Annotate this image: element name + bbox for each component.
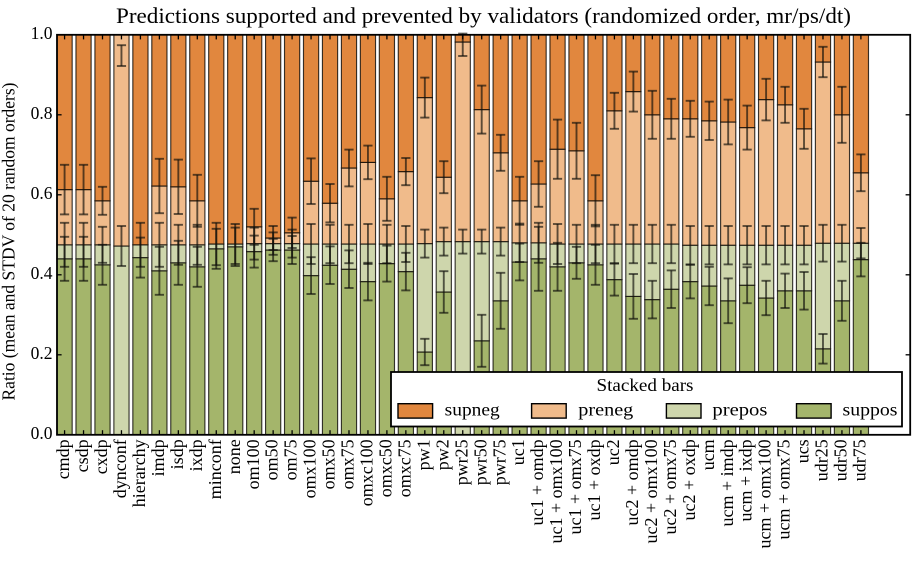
svg-text:Stacked bars: Stacked bars bbox=[597, 375, 694, 395]
svg-text:uc1 + omx100: uc1 + omx100 bbox=[546, 439, 566, 543]
svg-text:ixdp: ixdp bbox=[186, 439, 206, 471]
svg-text:uc1 + omdp: uc1 + omdp bbox=[527, 439, 547, 525]
svg-text:0.6: 0.6 bbox=[31, 183, 53, 203]
svg-text:imdp: imdp bbox=[148, 439, 168, 476]
svg-text:pwr25: pwr25 bbox=[451, 439, 471, 485]
svg-text:udr25: udr25 bbox=[812, 439, 832, 481]
svg-text:ucm + ixdp: ucm + ixdp bbox=[736, 439, 756, 521]
svg-text:pw2: pw2 bbox=[432, 439, 452, 470]
svg-text:uc2 + omdp: uc2 + omdp bbox=[622, 439, 642, 525]
svg-text:omx75: omx75 bbox=[338, 439, 358, 489]
svg-text:ucm + imdp: ucm + imdp bbox=[717, 439, 737, 526]
svg-text:uc2 + omx100: uc2 + omx100 bbox=[641, 439, 661, 543]
svg-text:pw1: pw1 bbox=[413, 439, 433, 470]
svg-text:uc1 + oxdp: uc1 + oxdp bbox=[584, 439, 604, 520]
svg-text:prepos: prepos bbox=[712, 400, 767, 420]
svg-text:none: none bbox=[224, 439, 244, 474]
svg-text:omxc75: omxc75 bbox=[394, 439, 414, 497]
svg-text:minconf: minconf bbox=[205, 439, 225, 499]
svg-text:isdp: isdp bbox=[167, 439, 187, 469]
svg-text:udr50: udr50 bbox=[831, 439, 851, 481]
svg-text:uc2: uc2 bbox=[603, 439, 623, 465]
svg-text:uc1 + omx75: uc1 + omx75 bbox=[565, 439, 585, 534]
svg-text:ucm + omx75: ucm + omx75 bbox=[774, 439, 794, 539]
svg-text:0.8: 0.8 bbox=[31, 103, 53, 123]
svg-text:csdp: csdp bbox=[72, 439, 92, 472]
svg-text:0.4: 0.4 bbox=[31, 263, 53, 283]
svg-text:hierarchy: hierarchy bbox=[129, 439, 149, 507]
svg-text:om50: om50 bbox=[262, 439, 282, 480]
svg-text:Ratio (mean and STDV of 20 ran: Ratio (mean and STDV of 20 random orders… bbox=[0, 82, 19, 400]
svg-text:ucs: ucs bbox=[793, 439, 813, 463]
svg-text:uc2 + oxdp: uc2 + oxdp bbox=[679, 439, 699, 520]
svg-text:suppos: suppos bbox=[843, 400, 898, 420]
svg-text:dynconf: dynconf bbox=[110, 439, 130, 498]
svg-text:cxdp: cxdp bbox=[91, 439, 111, 474]
svg-text:om100: om100 bbox=[243, 439, 263, 489]
svg-text:uc1: uc1 bbox=[508, 439, 528, 465]
svg-text:omxc50: omxc50 bbox=[376, 439, 396, 497]
svg-text:omx100: omx100 bbox=[300, 439, 320, 498]
svg-text:uc2 + omx75: uc2 + omx75 bbox=[660, 439, 680, 534]
svg-text:supneg: supneg bbox=[445, 400, 500, 420]
svg-text:cmdp: cmdp bbox=[53, 439, 73, 479]
svg-text:udr75: udr75 bbox=[850, 439, 870, 481]
svg-text:ucm: ucm bbox=[698, 439, 718, 470]
svg-text:omx50: omx50 bbox=[319, 439, 339, 489]
svg-text:pwr75: pwr75 bbox=[489, 439, 509, 485]
svg-text:preneg: preneg bbox=[578, 400, 633, 420]
svg-text:Predictions supported and prev: Predictions supported and prevented by v… bbox=[116, 4, 851, 28]
svg-text:pwr50: pwr50 bbox=[470, 439, 490, 485]
svg-text:0.0: 0.0 bbox=[31, 423, 53, 443]
svg-text:om75: om75 bbox=[281, 439, 301, 480]
svg-text:1.0: 1.0 bbox=[31, 23, 53, 43]
svg-text:omxc100: omxc100 bbox=[357, 439, 377, 506]
svg-text:ucm + omx100: ucm + omx100 bbox=[755, 439, 775, 548]
svg-text:0.2: 0.2 bbox=[31, 343, 53, 363]
